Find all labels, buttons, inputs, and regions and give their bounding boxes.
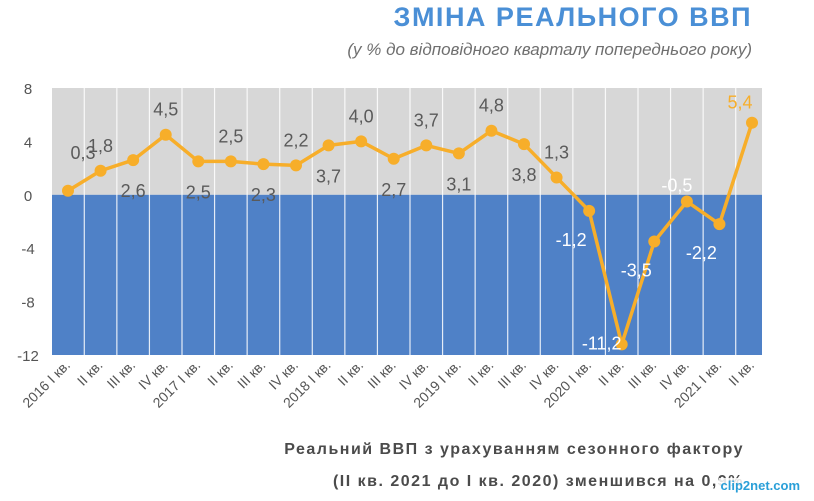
data-label: 4,0 [349,106,374,126]
positive-band [52,88,762,195]
x-tick-label: II кв. [725,357,757,389]
x-tick-label: III кв. [104,357,139,392]
y-tick-label: -8 [21,295,34,312]
data-point [550,171,563,184]
data-label: 3,1 [446,174,471,194]
data-point [615,338,628,351]
data-point [485,124,498,137]
data-point [387,152,400,165]
x-tick-label: II кв. [74,357,106,389]
data-label: 2,2 [283,130,308,150]
footnote-line-1: Реальний ВВП з урахуванням сезонного фак… [284,441,744,458]
negative-band [52,194,762,355]
data-label: 2,5 [218,126,243,146]
data-label: -0,5 [661,175,692,195]
data-point [583,204,596,217]
data-label: 3,8 [511,165,536,185]
data-label: 2,6 [121,181,146,201]
data-label: 4,5 [153,100,178,120]
x-tick-label: III кв. [494,357,529,392]
footnote-line-2: (ІІ кв. 2021 до І кв. 2020) зменшився на… [332,473,744,490]
data-label: 3,7 [414,110,439,130]
y-tick-label: 8 [24,81,32,98]
data-point [452,147,465,160]
data-label: 2,3 [251,185,276,205]
data-label: 1,8 [88,136,113,156]
data-point [62,184,74,197]
series-line [67,122,754,347]
y-tick-label: 4 [24,134,32,151]
data-label: -2,2 [686,243,717,263]
x-tick-label: III кв. [625,357,660,392]
data-label: -11,2 [582,333,622,353]
data-point [518,138,530,151]
data-label: 4,8 [479,96,504,116]
data-point [648,235,661,248]
data-point [257,158,270,171]
data-label: 0,3 [70,143,95,163]
x-tick-label: II кв. [595,357,627,389]
data-label: 3,7 [316,166,341,186]
data-label: -1,2 [556,230,587,250]
data-point [746,116,758,129]
y-tick-label: 0 [24,188,32,205]
chart-title: ЗМІНА РЕАЛЬНОГО ВВП [393,2,752,32]
data-point [159,128,172,141]
chart-subtitle: (у % до відповідного кварталу попередньо… [347,40,752,59]
x-tick-label: II кв. [334,357,366,389]
data-label: -3,5 [621,261,652,281]
data-label: 1,3 [544,142,569,162]
y-tick-label: -12 [17,348,39,365]
data-point [680,195,693,208]
data-point [713,218,726,231]
data-label: 2,5 [186,182,211,202]
data-label: 2,7 [381,180,406,200]
x-tick-label: III кв. [234,357,269,392]
data-label: 5,4 [727,93,752,113]
data-point [322,139,335,152]
x-tick-label: II кв. [465,357,497,389]
data-point [420,139,433,152]
x-tick-label: II кв. [204,357,236,389]
data-point [94,164,107,177]
data-point [290,159,302,172]
data-point [127,154,140,167]
x-tick-label: III кв. [364,357,399,392]
data-point [355,135,368,148]
data-point [224,155,237,168]
watermark: clip2net.com [718,478,802,493]
data-point [192,155,205,168]
y-tick-label: -4 [21,241,34,258]
